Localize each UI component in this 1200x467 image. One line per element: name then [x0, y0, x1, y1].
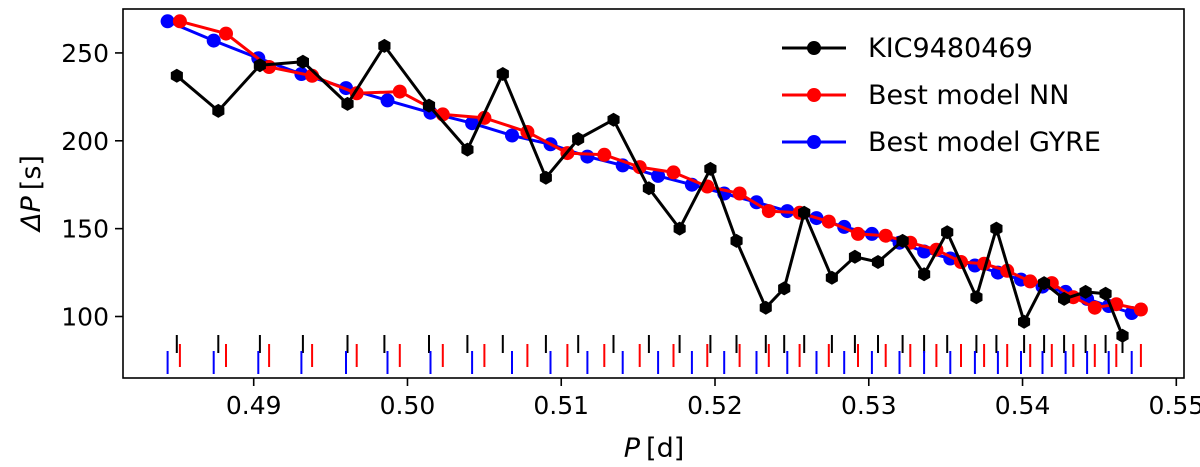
y-tick-label: 150 — [61, 215, 109, 244]
data-point — [607, 112, 620, 127]
data-point — [572, 132, 585, 146]
x-tick-label: 0.55 — [1148, 391, 1200, 420]
plot-frame — [122, 8, 1185, 379]
rug-kic — [175, 335, 1124, 353]
data-point — [212, 103, 225, 118]
data-point — [1087, 300, 1102, 315]
y-tick-label: 200 — [61, 127, 109, 156]
data-point — [651, 168, 666, 183]
legend-label-gyre: Best model GYRE — [868, 127, 1101, 158]
data-point — [341, 96, 354, 111]
data-point — [160, 14, 175, 29]
x-tick-label: 0.50 — [380, 391, 436, 420]
data-point — [172, 14, 187, 29]
x-tick-label: 0.54 — [995, 391, 1051, 420]
data-point — [1099, 286, 1112, 301]
data-point — [539, 170, 552, 185]
data-point — [378, 38, 391, 53]
data-point — [666, 165, 681, 180]
data-point — [990, 221, 1003, 236]
data-point — [878, 228, 893, 243]
data-point — [848, 249, 861, 264]
data-point — [1058, 291, 1071, 306]
y-axis-label: ΔP [s] — [16, 155, 47, 233]
series-line-nn — [179, 19, 1142, 311]
series-kic — [170, 38, 1129, 343]
data-point — [505, 128, 519, 143]
data-point — [1079, 284, 1092, 299]
data-point — [941, 225, 954, 240]
data-point — [206, 33, 221, 48]
y-axis-label-var: ΔP — [16, 195, 47, 232]
data-point — [673, 221, 686, 236]
x-axis-label: P [d] — [624, 433, 685, 464]
legend-label-nn: Best model NN — [868, 80, 1069, 111]
period-rug-marks — [166, 335, 1142, 374]
x-axis: 0.49 0.50 0.51 0.52 0.53 0.54 0.55 — [226, 378, 1200, 420]
legend-marker-kic — [807, 41, 821, 55]
data-point — [970, 290, 983, 305]
data-point — [896, 233, 909, 248]
y-axis-label-unit: [s] — [16, 155, 47, 190]
rug-nn — [178, 344, 1142, 367]
data-point — [798, 205, 811, 220]
data-point — [1133, 302, 1148, 317]
data-point — [597, 147, 612, 162]
data-point — [380, 93, 395, 108]
data-point — [761, 204, 776, 219]
data-point — [704, 161, 717, 176]
data-point — [732, 186, 747, 201]
x-axis-label-unit: [d] — [646, 433, 684, 464]
data-point — [219, 26, 233, 41]
legend-marker-nn — [807, 88, 821, 102]
data-point — [461, 142, 474, 157]
data-point — [170, 68, 183, 83]
data-point — [759, 300, 772, 315]
data-point — [296, 54, 309, 69]
data-point — [422, 98, 436, 113]
data-point — [392, 84, 407, 99]
data-point — [730, 233, 743, 248]
y-tick-label: 250 — [61, 39, 109, 68]
legend: KIC9480469 Best model NN Best model GYRE — [782, 33, 1101, 158]
y-axis: 100 150 200 250 — [61, 39, 123, 332]
y-tick-label: 100 — [61, 303, 109, 332]
legend-label-kic: KIC9480469 — [868, 33, 1033, 64]
legend-marker-gyre — [807, 135, 821, 149]
data-point — [1018, 314, 1031, 329]
series-layer — [160, 14, 1148, 343]
data-point — [821, 214, 836, 229]
data-point — [465, 116, 480, 131]
x-axis-label-var: P — [624, 433, 641, 464]
x-tick-label: 0.51 — [533, 391, 589, 420]
data-point — [580, 149, 595, 164]
data-point — [496, 67, 509, 81]
data-point — [778, 281, 791, 296]
data-point — [825, 270, 838, 285]
data-point — [851, 226, 865, 241]
x-tick-label: 0.52 — [687, 391, 743, 420]
data-point — [871, 255, 885, 269]
data-point — [253, 58, 266, 73]
data-point — [918, 267, 931, 282]
data-point — [642, 181, 655, 196]
x-tick-label: 0.49 — [226, 391, 282, 420]
rug-gyre — [166, 351, 1133, 374]
x-tick-label: 0.53 — [841, 391, 897, 420]
data-point — [1023, 274, 1038, 289]
data-point — [1038, 276, 1051, 291]
